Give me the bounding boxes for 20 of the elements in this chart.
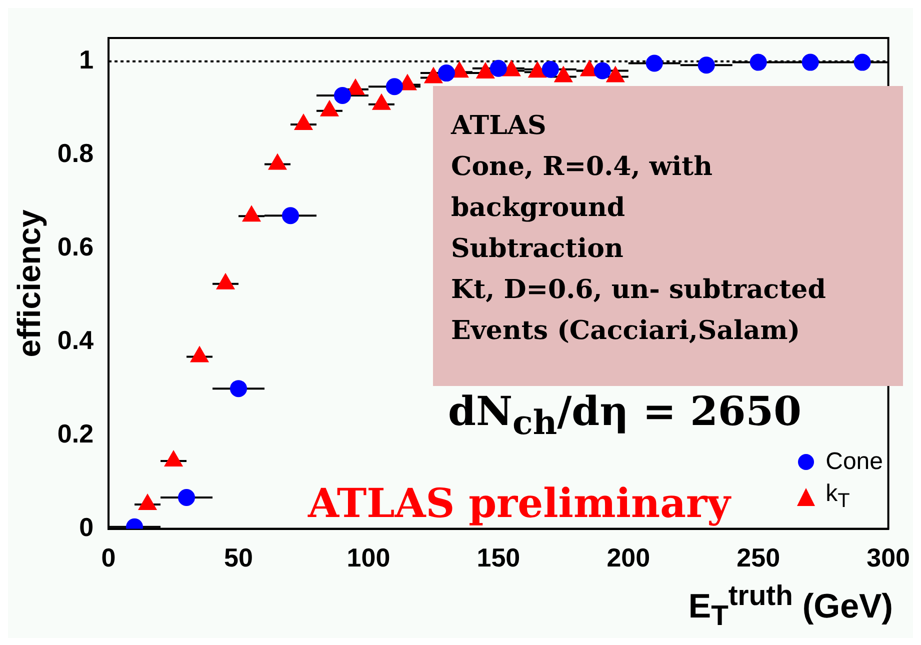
y-tick-label: 0 xyxy=(79,512,94,542)
x-tick-label: 250 xyxy=(736,542,780,573)
x-tick-label: 200 xyxy=(606,542,650,573)
annotation: ATLAS preliminary xyxy=(308,480,730,527)
note-box: ATLAS Cone, R=0.4, with background Subtraction Kt, D=0.6, un- subtracted Events (Cacciari,Salam) xyxy=(433,86,903,386)
x-tick-label: 150 xyxy=(476,542,520,573)
legend-label: Cone xyxy=(826,448,883,476)
x-tick-label: 300 xyxy=(866,542,910,573)
x-tick-label: 50 xyxy=(224,542,253,573)
annotation: dN$_{ch}$/dη = 2650 xyxy=(448,388,802,442)
legend-label: k$_{T}$ xyxy=(826,480,850,513)
y-tick-label: 0.2 xyxy=(57,418,94,448)
y-axis-title: efficiency xyxy=(11,209,48,358)
x-tick-label: 0 xyxy=(101,542,116,573)
y-tick-label: 0.6 xyxy=(57,232,94,262)
y-tick-label: 0.8 xyxy=(57,138,94,168)
x-axis-title: E$_{T}$$^{truth}$ (GeV) xyxy=(688,580,893,634)
y-tick-label: 1 xyxy=(79,44,94,75)
x-tick-label: 100 xyxy=(346,542,390,573)
y-tick-label: 0.4 xyxy=(57,325,94,355)
